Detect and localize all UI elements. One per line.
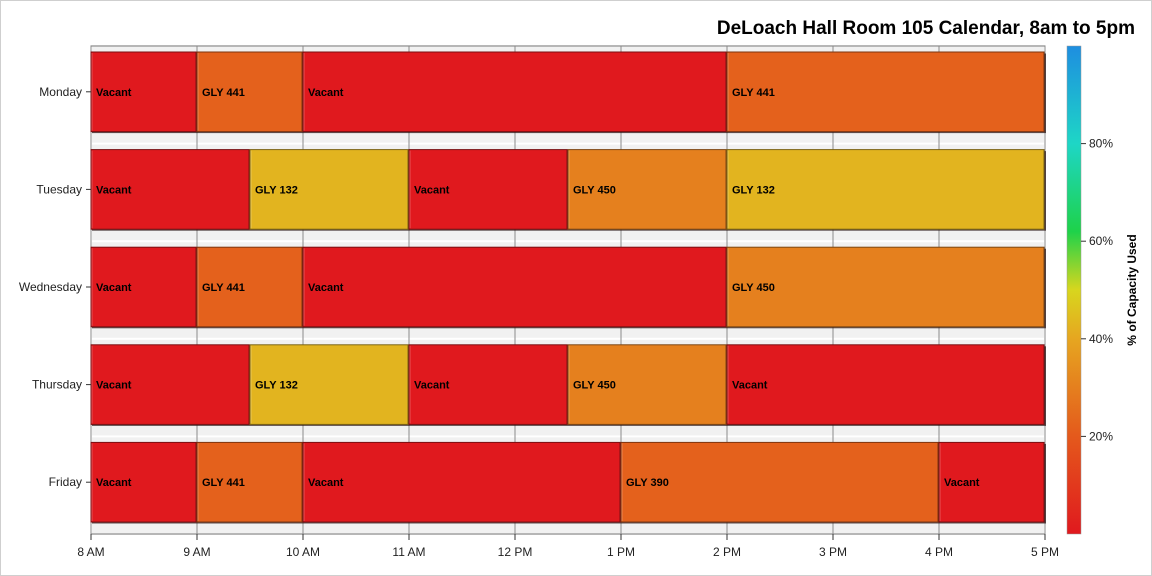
day-label: Wednesday <box>19 280 82 294</box>
segment-label: Vacant <box>96 87 132 99</box>
segment-label: GLY 450 <box>573 184 616 196</box>
schedule-bar <box>196 51 303 133</box>
segment-label: Vacant <box>96 477 132 489</box>
segment-label: Vacant <box>414 184 450 196</box>
segment-label: Vacant <box>732 380 768 392</box>
chart-title: DeLoach Hall Room 105 Calendar, 8am to 5… <box>717 18 1135 39</box>
schedule-bar <box>196 246 303 328</box>
legend-gradient-bar <box>1066 45 1082 535</box>
day-label: Monday <box>39 85 82 99</box>
segment-label: Vacant <box>96 380 132 392</box>
segment-label: GLY 132 <box>255 184 298 196</box>
schedule-bar <box>726 246 1045 328</box>
schedule-bar <box>408 344 568 425</box>
legend-title: % of Capacity Used <box>1125 234 1139 345</box>
legend-tick-label: 80% <box>1089 137 1113 151</box>
day-label: Friday <box>49 475 82 489</box>
day-axis: Monday Tuesday Wednesday Thursday Friday <box>19 85 91 489</box>
x-tick-label: 1 PM <box>607 545 635 559</box>
schedule-bars <box>90 51 1046 524</box>
x-tick-label: 11 AM <box>392 545 425 559</box>
x-tick-label: 9 AM <box>183 545 210 559</box>
x-tick-label: 12 PM <box>498 545 533 559</box>
schedule-bar <box>726 51 1045 133</box>
schedule-bar <box>726 344 1045 425</box>
x-tick-label: 8 AM <box>77 545 104 559</box>
day-label: Thursday <box>32 378 82 392</box>
segment-label: Vacant <box>414 380 450 392</box>
schedule-bar <box>938 441 1045 523</box>
x-tick-label: 10 AM <box>286 545 320 559</box>
legend-tick-label: 20% <box>1089 429 1113 443</box>
schedule-bar <box>726 149 1045 230</box>
x-tick-label: 5 PM <box>1031 545 1059 559</box>
day-label: Tuesday <box>36 182 82 196</box>
segment-label: GLY 441 <box>732 87 775 99</box>
segment-label: Vacant <box>944 477 980 489</box>
segment-label: Vacant <box>96 282 132 294</box>
segment-label: Vacant <box>96 184 132 196</box>
schedule-bar <box>302 441 621 523</box>
schedule-bar <box>249 344 409 425</box>
schedule-bar <box>90 51 197 133</box>
schedule-bar <box>249 149 409 230</box>
schedule-bar <box>408 149 568 230</box>
schedule-bar <box>567 149 727 230</box>
x-tick-label: 3 PM <box>819 545 847 559</box>
segment-label-group: Vacant GLY 441 Vacant GLY 441 Vacant GLY 132 V… <box>96 87 980 489</box>
segment-label: Vacant <box>308 477 344 489</box>
segment-label: GLY 441 <box>202 477 245 489</box>
schedule-bar <box>90 149 250 230</box>
segment-label: Vacant <box>308 282 344 294</box>
schedule-bar <box>90 344 250 425</box>
time-axis: 8 AM 9 AM 10 AM 11 AM 12 PM 1 PM 2 PM 3 PM 4 PM 5… <box>77 534 1059 559</box>
schedule-bar <box>90 441 197 523</box>
x-tick-label: 2 PM <box>713 545 741 559</box>
segment-label: Vacant <box>308 87 344 99</box>
segment-label: GLY 132 <box>732 184 775 196</box>
segment-label: GLY 441 <box>202 87 245 99</box>
x-tick-label: 4 PM <box>925 545 953 559</box>
segment-label: GLY 441 <box>202 282 245 294</box>
schedule-bar <box>567 344 727 425</box>
segment-label: GLY 390 <box>626 477 669 489</box>
segment-label: GLY 450 <box>732 282 775 294</box>
color-legend: 20% 40% 60% 80% % of Capacity Used <box>1066 45 1139 535</box>
segment-label: GLY 132 <box>255 380 298 392</box>
schedule-bar <box>620 441 939 523</box>
schedule-bar <box>196 441 303 523</box>
schedule-bar <box>90 246 197 328</box>
schedule-bar <box>302 51 727 133</box>
segment-label: GLY 450 <box>573 380 616 392</box>
schedule-bar <box>302 246 727 328</box>
legend-tick-label: 40% <box>1089 332 1113 346</box>
legend-tick-label: 60% <box>1089 234 1113 248</box>
